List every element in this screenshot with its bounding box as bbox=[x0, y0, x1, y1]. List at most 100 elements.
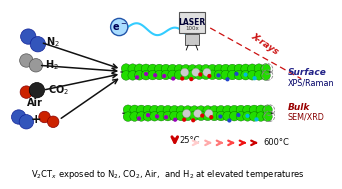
Text: X-rays: X-rays bbox=[249, 32, 280, 57]
Circle shape bbox=[163, 105, 173, 115]
Circle shape bbox=[243, 112, 252, 121]
Circle shape bbox=[155, 70, 164, 80]
Text: 600°C: 600°C bbox=[264, 138, 290, 147]
Circle shape bbox=[176, 106, 186, 115]
Circle shape bbox=[153, 73, 157, 77]
Circle shape bbox=[163, 111, 173, 121]
Circle shape bbox=[201, 64, 211, 74]
Circle shape bbox=[130, 105, 140, 115]
Circle shape bbox=[227, 70, 237, 80]
Circle shape bbox=[256, 105, 266, 115]
Circle shape bbox=[196, 111, 206, 121]
Circle shape bbox=[234, 70, 244, 80]
Circle shape bbox=[256, 112, 266, 121]
Circle shape bbox=[223, 105, 233, 115]
Circle shape bbox=[194, 70, 204, 79]
Circle shape bbox=[208, 64, 217, 74]
Circle shape bbox=[263, 105, 272, 115]
Text: Bulk: Bulk bbox=[288, 103, 310, 112]
Circle shape bbox=[134, 70, 144, 80]
Circle shape bbox=[254, 117, 259, 122]
Circle shape bbox=[156, 112, 166, 121]
Circle shape bbox=[12, 110, 26, 124]
Circle shape bbox=[121, 64, 131, 73]
Text: 100x: 100x bbox=[185, 26, 199, 31]
Circle shape bbox=[181, 64, 190, 74]
Circle shape bbox=[121, 71, 131, 80]
Circle shape bbox=[189, 111, 199, 121]
Circle shape bbox=[123, 112, 133, 121]
Circle shape bbox=[210, 111, 219, 121]
Circle shape bbox=[216, 73, 221, 77]
Circle shape bbox=[19, 54, 33, 67]
Circle shape bbox=[210, 106, 219, 115]
Circle shape bbox=[150, 105, 159, 115]
Circle shape bbox=[196, 106, 206, 115]
Circle shape bbox=[208, 70, 217, 80]
Circle shape bbox=[194, 109, 202, 118]
Circle shape bbox=[192, 68, 200, 76]
Circle shape bbox=[236, 105, 246, 115]
Circle shape bbox=[254, 64, 264, 73]
Circle shape bbox=[216, 111, 226, 121]
Circle shape bbox=[180, 76, 184, 81]
Circle shape bbox=[136, 105, 146, 115]
Circle shape bbox=[136, 112, 146, 121]
Circle shape bbox=[227, 64, 237, 74]
Circle shape bbox=[203, 111, 212, 121]
Circle shape bbox=[229, 105, 239, 115]
Text: Surface: Surface bbox=[288, 68, 327, 77]
Circle shape bbox=[234, 72, 239, 76]
Circle shape bbox=[174, 70, 184, 80]
Circle shape bbox=[198, 72, 202, 77]
Circle shape bbox=[156, 105, 166, 115]
Circle shape bbox=[164, 115, 168, 119]
Circle shape bbox=[134, 64, 144, 74]
Circle shape bbox=[188, 65, 197, 74]
Ellipse shape bbox=[122, 109, 273, 117]
Circle shape bbox=[181, 70, 190, 80]
Circle shape bbox=[183, 106, 193, 115]
Circle shape bbox=[143, 112, 153, 121]
Circle shape bbox=[227, 118, 232, 123]
Circle shape bbox=[234, 64, 244, 74]
Circle shape bbox=[176, 111, 186, 121]
Circle shape bbox=[221, 70, 231, 80]
Circle shape bbox=[143, 105, 153, 115]
Circle shape bbox=[148, 70, 157, 80]
Circle shape bbox=[128, 70, 137, 80]
Circle shape bbox=[225, 77, 229, 81]
Circle shape bbox=[245, 114, 250, 118]
Circle shape bbox=[146, 113, 150, 117]
Circle shape bbox=[21, 29, 36, 44]
Circle shape bbox=[263, 112, 272, 121]
Circle shape bbox=[130, 112, 140, 121]
FancyBboxPatch shape bbox=[179, 12, 206, 33]
Circle shape bbox=[39, 111, 50, 123]
Circle shape bbox=[252, 76, 257, 80]
Circle shape bbox=[236, 113, 240, 117]
Circle shape bbox=[243, 105, 252, 115]
Circle shape bbox=[29, 59, 43, 72]
Circle shape bbox=[141, 70, 151, 80]
Circle shape bbox=[161, 64, 171, 74]
Circle shape bbox=[181, 68, 189, 76]
Circle shape bbox=[241, 64, 250, 74]
Circle shape bbox=[173, 118, 177, 122]
Circle shape bbox=[48, 116, 59, 128]
Circle shape bbox=[248, 70, 257, 80]
Circle shape bbox=[188, 70, 197, 79]
Circle shape bbox=[137, 116, 141, 121]
Circle shape bbox=[236, 112, 246, 121]
Ellipse shape bbox=[120, 68, 272, 76]
Circle shape bbox=[254, 70, 264, 80]
Circle shape bbox=[214, 64, 224, 74]
Circle shape bbox=[221, 64, 231, 74]
Circle shape bbox=[191, 118, 195, 122]
Circle shape bbox=[170, 111, 179, 121]
Circle shape bbox=[30, 37, 45, 52]
Circle shape bbox=[261, 71, 271, 80]
Circle shape bbox=[174, 64, 184, 74]
Circle shape bbox=[128, 64, 137, 73]
Circle shape bbox=[141, 64, 151, 74]
